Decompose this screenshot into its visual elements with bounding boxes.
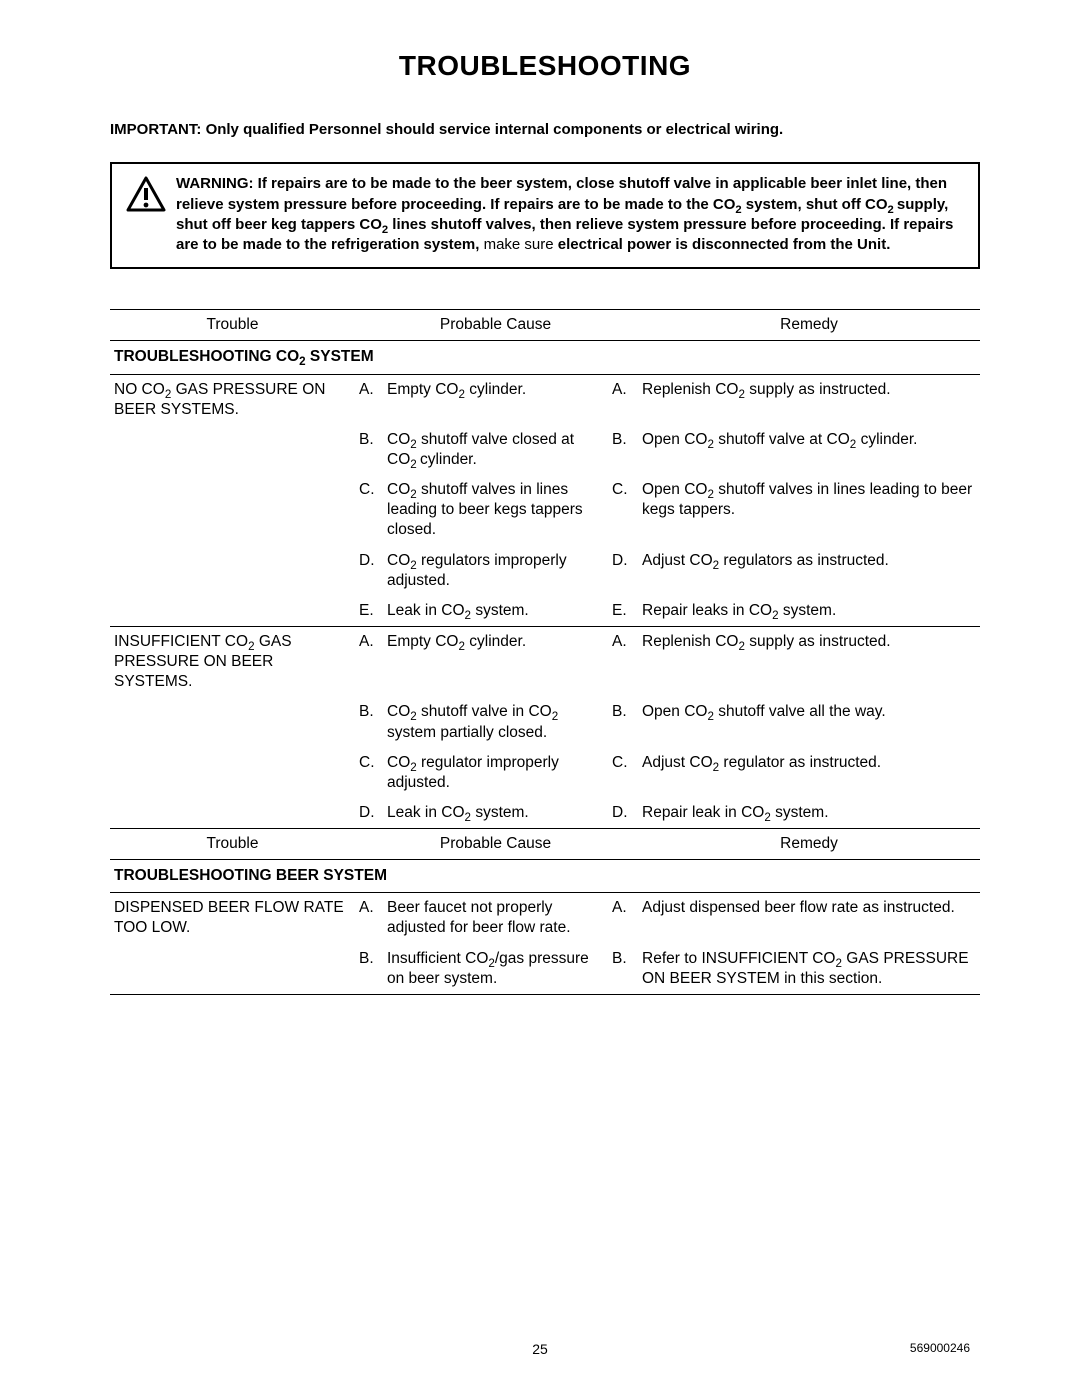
section-heading: TROUBLESHOOTING BEER SYSTEM xyxy=(110,860,980,893)
trouble-cell xyxy=(110,798,355,829)
remedy-cell: Replenish CO2 supply as instructed. xyxy=(638,626,980,697)
table-row: B.CO2 shutoff valve in CO2 system partia… xyxy=(110,697,980,747)
remedy-letter: A. xyxy=(608,893,638,944)
col-trouble-header: Trouble xyxy=(110,310,355,341)
table-row: DISPENSED BEER FLOW RATE TOO LOW.A.Beer … xyxy=(110,893,980,944)
remedy-letter: A. xyxy=(608,626,638,697)
remedy-cell: Open CO2 shutoff valve at CO2 cylinder. xyxy=(638,425,980,475)
cause-cell: CO2 regulators improperly adjusted. xyxy=(383,546,608,596)
cause-letter: D. xyxy=(355,798,383,829)
remedy-letter: D. xyxy=(608,798,638,829)
document-number: 569000246 xyxy=(910,1341,970,1355)
important-note: IMPORTANT: Only qualified Personnel shou… xyxy=(110,120,980,140)
page-footer: 25 569000246 xyxy=(0,1341,1080,1355)
cause-letter: A. xyxy=(355,626,383,697)
troubleshooting-table: TroubleProbable CauseRemedyTROUBLESHOOTI… xyxy=(110,309,980,995)
trouble-cell: DISPENSED BEER FLOW RATE TOO LOW. xyxy=(110,893,355,944)
remedy-cell: Adjust dispensed beer flow rate as instr… xyxy=(638,893,980,944)
trouble-cell xyxy=(110,425,355,475)
cause-letter: A. xyxy=(355,893,383,944)
section-heading-row: TROUBLESHOOTING CO2 SYSTEM xyxy=(110,341,980,374)
cause-cell: Insufficient CO2/gas pressure on beer sy… xyxy=(383,944,608,995)
trouble-cell xyxy=(110,944,355,995)
cause-cell: CO2 shutoff valves in lines leading to b… xyxy=(383,475,608,545)
remedy-cell: Open CO2 shutoff valve all the way. xyxy=(638,697,980,747)
cause-cell: CO2 shutoff valve in CO2 system partiall… xyxy=(383,697,608,747)
cause-letter: B. xyxy=(355,944,383,995)
remedy-cell: Replenish CO2 supply as instructed. xyxy=(638,374,980,425)
trouble-cell xyxy=(110,475,355,545)
cause-letter: D. xyxy=(355,546,383,596)
remedy-cell: Repair leak in CO2 system. xyxy=(638,798,980,829)
cause-cell: CO2 regulator improperly adjusted. xyxy=(383,748,608,798)
cause-letter: A. xyxy=(355,374,383,425)
cause-letter: E. xyxy=(355,596,383,627)
remedy-cell: Repair leaks in CO2 system. xyxy=(638,596,980,627)
table-row: D.Leak in CO2 system.D.Repair leak in CO… xyxy=(110,798,980,829)
table-row: D.CO2 regulators improperly adjusted.D.A… xyxy=(110,546,980,596)
table-row: C.CO2 regulator improperly adjusted.C.Ad… xyxy=(110,748,980,798)
warning-text: WARNING: If repairs are to be made to th… xyxy=(176,174,964,255)
remedy-cell: Adjust CO2 regulators as instructed. xyxy=(638,546,980,596)
col-cause-header: Probable Cause xyxy=(383,829,608,860)
trouble-cell xyxy=(110,697,355,747)
important-text: Only qualified Personnel should service … xyxy=(206,121,784,138)
page-title: TROUBLESHOOTING xyxy=(110,50,980,82)
cause-letter: B. xyxy=(355,697,383,747)
cause-cell: Empty CO2 cylinder. xyxy=(383,626,608,697)
remedy-letter: B. xyxy=(608,425,638,475)
table-row: INSUFFICIENT CO2 GAS PRESSURE ON BEER SY… xyxy=(110,626,980,697)
page-number: 25 xyxy=(532,1341,548,1357)
section-heading: TROUBLESHOOTING CO2 SYSTEM xyxy=(110,341,980,374)
table-row: NO CO2 GAS PRESSURE ON BEER SYSTEMS.A.Em… xyxy=(110,374,980,425)
column-header-row: Trouble Probable Cause Remedy xyxy=(110,310,980,341)
cause-letter: B. xyxy=(355,425,383,475)
cause-cell: Beer faucet not properly adjusted for be… xyxy=(383,893,608,944)
table-row: B.Insufficient CO2/gas pressure on beer … xyxy=(110,944,980,995)
col-remedy-header: Remedy xyxy=(638,310,980,341)
cause-letter: C. xyxy=(355,475,383,545)
important-label: IMPORTANT: xyxy=(110,121,201,138)
column-header-row: Trouble Probable Cause Remedy xyxy=(110,829,980,860)
remedy-letter: D. xyxy=(608,546,638,596)
col-trouble-header: Trouble xyxy=(110,829,355,860)
trouble-cell: NO CO2 GAS PRESSURE ON BEER SYSTEMS. xyxy=(110,374,355,425)
remedy-letter: B. xyxy=(608,697,638,747)
remedy-letter: E. xyxy=(608,596,638,627)
warning-icon xyxy=(126,176,166,217)
trouble-cell xyxy=(110,596,355,627)
section-heading-row: TROUBLESHOOTING BEER SYSTEM xyxy=(110,860,980,893)
remedy-letter: C. xyxy=(608,475,638,545)
remedy-cell: Adjust CO2 regulator as instructed. xyxy=(638,748,980,798)
cause-cell: Leak in CO2 system. xyxy=(383,596,608,627)
remedy-letter: B. xyxy=(608,944,638,995)
trouble-cell xyxy=(110,546,355,596)
cause-cell: Leak in CO2 system. xyxy=(383,798,608,829)
trouble-cell: INSUFFICIENT CO2 GAS PRESSURE ON BEER SY… xyxy=(110,626,355,697)
table-row: E.Leak in CO2 system.E.Repair leaks in C… xyxy=(110,596,980,627)
remedy-letter: C. xyxy=(608,748,638,798)
warning-box: WARNING: If repairs are to be made to th… xyxy=(110,162,980,269)
cause-letter: C. xyxy=(355,748,383,798)
remedy-letter: A. xyxy=(608,374,638,425)
trouble-cell xyxy=(110,748,355,798)
remedy-cell: Open CO2 shutoff valves in lines leading… xyxy=(638,475,980,545)
col-remedy-header: Remedy xyxy=(638,829,980,860)
cause-cell: CO2 shutoff valve closed at CO2 cylinder… xyxy=(383,425,608,475)
remedy-cell: Refer to INSUFFICIENT CO2 GAS PRESSURE O… xyxy=(638,944,980,995)
table-row: B.CO2 shutoff valve closed at CO2 cylind… xyxy=(110,425,980,475)
table-row: C.CO2 shutoff valves in lines leading to… xyxy=(110,475,980,545)
col-cause-header: Probable Cause xyxy=(383,310,608,341)
cause-cell: Empty CO2 cylinder. xyxy=(383,374,608,425)
